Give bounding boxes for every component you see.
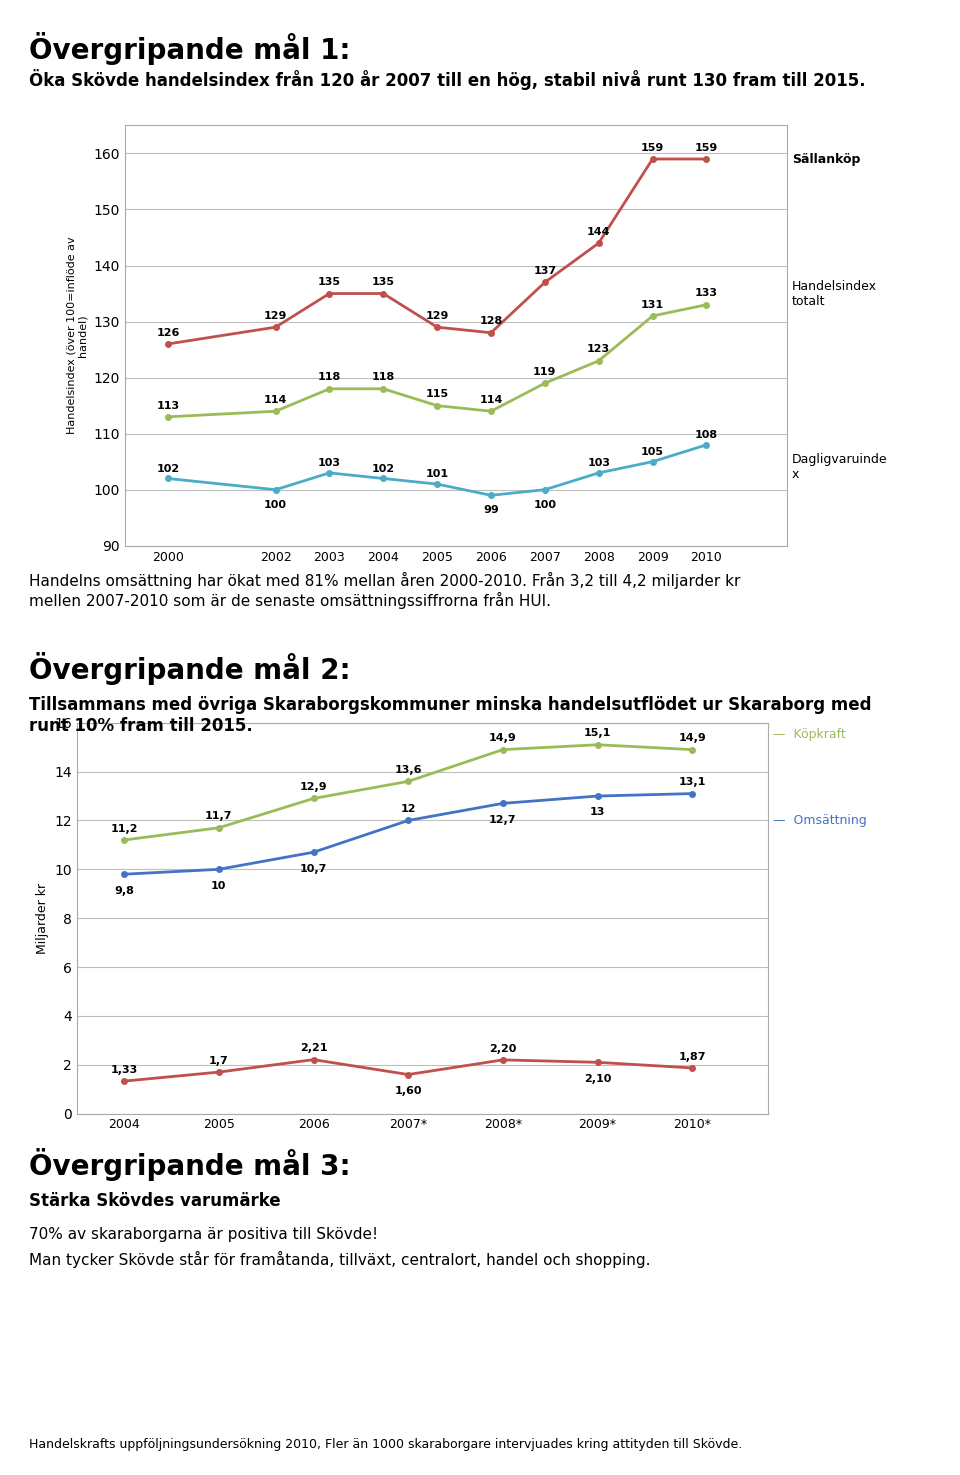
Text: 102: 102 — [156, 463, 180, 473]
Text: Sällanköp: Sällanköp — [792, 152, 860, 165]
Text: 119: 119 — [533, 367, 557, 378]
Text: 2,21: 2,21 — [300, 1043, 327, 1053]
Text: 137: 137 — [534, 266, 557, 276]
Text: 144: 144 — [587, 227, 611, 237]
Text: 105: 105 — [641, 447, 664, 457]
Text: 1,87: 1,87 — [679, 1052, 706, 1062]
Text: 15,1: 15,1 — [584, 729, 612, 739]
Text: 115: 115 — [425, 389, 448, 400]
Text: 99: 99 — [483, 506, 499, 515]
Text: 126: 126 — [156, 327, 180, 338]
Text: 131: 131 — [641, 299, 664, 310]
Text: Man tycker Skövde står för framåtanda, tillväxt, centralort, handel och shopping: Man tycker Skövde står för framåtanda, t… — [29, 1251, 650, 1268]
Text: 13: 13 — [589, 807, 605, 817]
Text: 11,2: 11,2 — [110, 823, 138, 833]
Text: 70% av skaraborgarna är positiva till Skövde!: 70% av skaraborgarna är positiva till Sk… — [29, 1227, 378, 1242]
Text: Handelsindex
totalt: Handelsindex totalt — [792, 280, 877, 307]
Y-axis label: Miljarder kr: Miljarder kr — [36, 882, 49, 954]
Text: 12,7: 12,7 — [490, 814, 516, 825]
Text: 103: 103 — [318, 457, 341, 468]
Text: 10,7: 10,7 — [300, 864, 327, 873]
Text: 159: 159 — [695, 143, 718, 153]
Text: 159: 159 — [641, 143, 664, 153]
Text: 129: 129 — [264, 311, 287, 322]
Text: Övergripande mål 3:: Övergripande mål 3: — [29, 1148, 350, 1180]
Text: 129: 129 — [425, 311, 449, 322]
Text: 1,7: 1,7 — [209, 1056, 228, 1066]
Text: Stärka Skövdes varumärke: Stärka Skövdes varumärke — [29, 1192, 280, 1210]
Text: 12,9: 12,9 — [300, 782, 327, 792]
Text: 13,6: 13,6 — [395, 766, 422, 774]
Text: 101: 101 — [425, 469, 448, 479]
Text: Övergripande mål 2:: Övergripande mål 2: — [29, 652, 350, 684]
Text: 118: 118 — [318, 373, 341, 382]
Text: 2,10: 2,10 — [584, 1074, 612, 1084]
Text: 103: 103 — [588, 457, 611, 468]
Text: 123: 123 — [588, 345, 611, 354]
Text: Handelns omsättning har ökat med 81% mellan åren 2000-2010. Från 3,2 till 4,2 mi: Handelns omsättning har ökat med 81% mel… — [29, 572, 740, 609]
Text: 114: 114 — [264, 395, 287, 406]
Text: 2,20: 2,20 — [490, 1043, 516, 1053]
Text: 10: 10 — [211, 881, 227, 891]
Text: 14,9: 14,9 — [679, 733, 707, 743]
Text: 135: 135 — [372, 277, 395, 288]
Text: Dagligvaruinde
x: Dagligvaruinde x — [792, 453, 888, 481]
Text: 11,7: 11,7 — [205, 811, 232, 822]
Text: 9,8: 9,8 — [114, 885, 134, 895]
Text: 13,1: 13,1 — [679, 777, 706, 788]
Text: 113: 113 — [156, 401, 180, 410]
Text: Öka Skövde handelsindex från 120 år 2007 till en hög, stabil nivå runt 130 fram : Öka Skövde handelsindex från 120 år 2007… — [29, 69, 865, 90]
Text: 1,60: 1,60 — [395, 1086, 422, 1096]
Text: 133: 133 — [695, 289, 718, 298]
Text: 100: 100 — [264, 500, 287, 510]
Text: 1,33: 1,33 — [110, 1065, 138, 1075]
Text: 118: 118 — [372, 373, 395, 382]
Text: 114: 114 — [479, 395, 503, 406]
Text: 108: 108 — [695, 429, 718, 440]
Text: 128: 128 — [479, 317, 503, 326]
Text: 12: 12 — [400, 804, 416, 814]
Text: —  Omsättning: — Omsättning — [773, 814, 867, 827]
Text: Tillsammans med övriga Skaraborgskommuner minska handelsutflödet ur Skaraborg me: Tillsammans med övriga Skaraborgskommune… — [29, 696, 872, 735]
Text: 100: 100 — [534, 500, 557, 510]
Text: 14,9: 14,9 — [489, 733, 516, 743]
Text: —  Köpkraft: — Köpkraft — [773, 729, 846, 742]
Text: 135: 135 — [318, 277, 341, 288]
Text: Handelskrafts uppföljningsundersökning 2010, Fler än 1000 skaraborgare intervjua: Handelskrafts uppföljningsundersökning 2… — [29, 1438, 742, 1451]
Text: Övergripande mål 1:: Övergripande mål 1: — [29, 32, 350, 65]
Y-axis label: Handelsindex (över 100=inflöde av
handel): Handelsindex (över 100=inflöde av handel… — [66, 237, 88, 434]
Text: 102: 102 — [372, 463, 395, 473]
